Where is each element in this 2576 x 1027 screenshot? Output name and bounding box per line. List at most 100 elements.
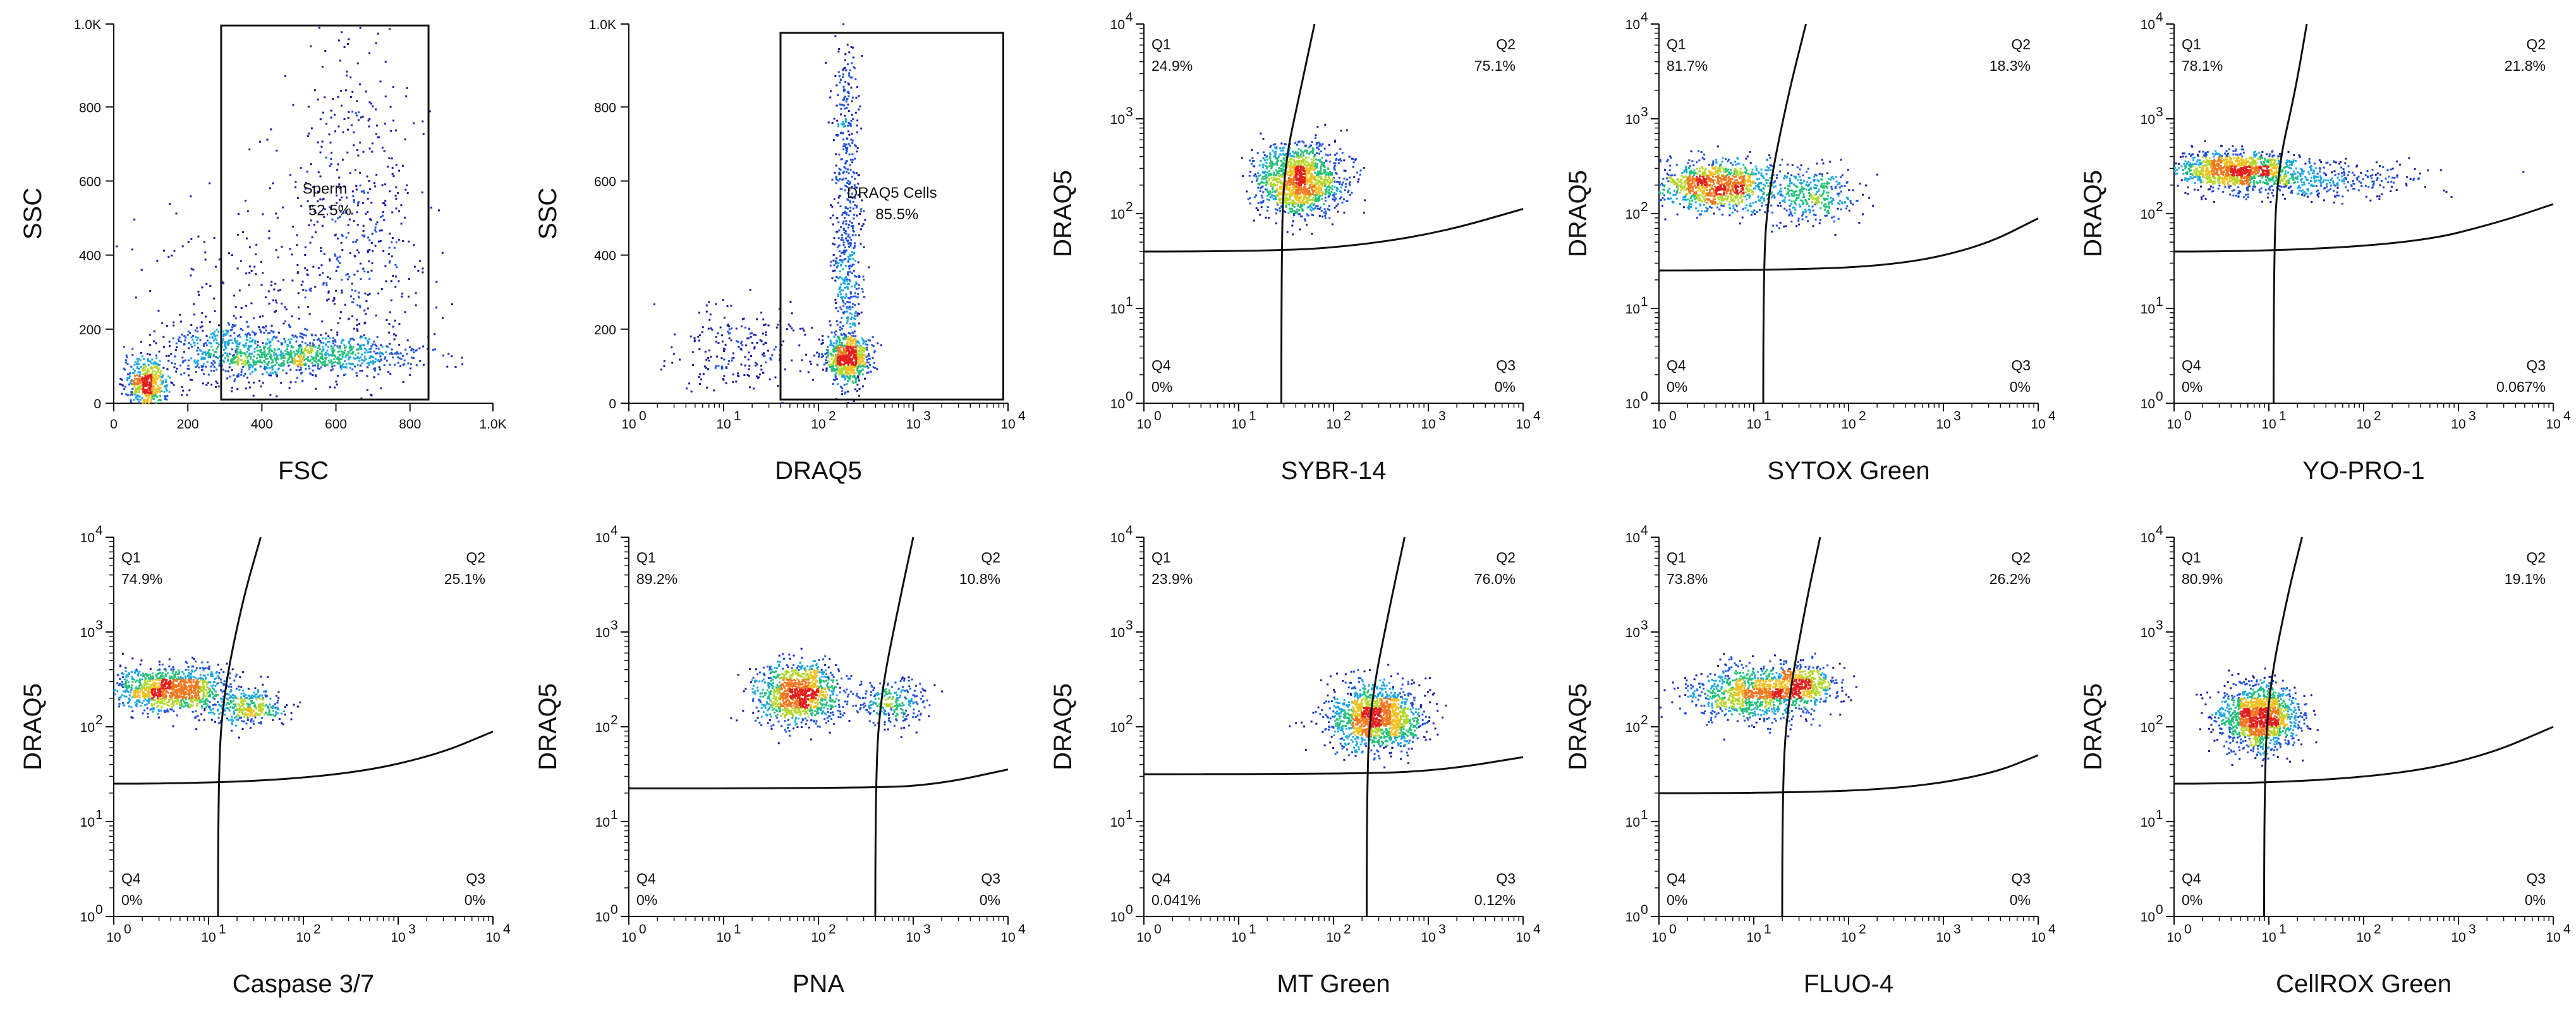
event-dot [848, 257, 850, 260]
event-dot [853, 400, 855, 403]
event-dot [295, 340, 298, 343]
event-dot [1339, 183, 1341, 185]
event-dot [300, 351, 303, 354]
event-dot [343, 46, 346, 48]
event-dot [852, 331, 854, 334]
event-dot [1332, 178, 1335, 180]
event-dot [364, 292, 367, 295]
event-dot [853, 230, 855, 233]
event-dot [374, 185, 377, 188]
event-dot [266, 353, 269, 355]
event-dot [1299, 215, 1302, 217]
event-dot [238, 289, 241, 292]
event-dot [1251, 149, 1253, 152]
event-dot [841, 104, 844, 106]
event-dot [1346, 200, 1349, 202]
event-dot [1319, 187, 1321, 190]
event-dot [1303, 142, 1305, 144]
event-dot [732, 380, 734, 383]
event-dot [851, 159, 854, 161]
event-dot [1277, 178, 1280, 181]
event-dot [834, 359, 836, 362]
event-dot [165, 381, 167, 384]
event-dot [341, 289, 343, 292]
event-dot [269, 372, 272, 374]
event-dot [1309, 164, 1311, 167]
event-dot [342, 363, 344, 365]
event-dot [320, 145, 323, 148]
event-dot [848, 143, 850, 145]
event-dot [861, 54, 863, 57]
event-dot [848, 332, 850, 334]
event-dot [836, 119, 839, 122]
event-dot [310, 333, 313, 336]
event-dot [1317, 199, 1320, 202]
event-dot [271, 368, 274, 371]
event-dot [1339, 158, 1342, 161]
event-dot [874, 367, 877, 369]
event-dot [859, 365, 861, 368]
event-dot [289, 174, 291, 176]
event-dot [441, 252, 444, 254]
event-dot [294, 355, 296, 357]
event-dot [245, 333, 247, 336]
event-dot [202, 363, 205, 365]
event-dot [775, 326, 778, 329]
event-dot [270, 324, 273, 327]
event-dot [1335, 173, 1338, 175]
event-dot [1272, 183, 1275, 186]
event-dot [841, 367, 844, 370]
event-dot [1270, 176, 1273, 179]
event-dot [332, 342, 335, 344]
event-dot [272, 365, 274, 367]
event-dot [330, 345, 332, 348]
event-dot [1257, 172, 1260, 174]
event-dot [167, 375, 169, 378]
event-dot [1348, 155, 1351, 158]
event-dot [1340, 130, 1342, 132]
event-dot [1251, 160, 1254, 162]
event-dot [231, 329, 233, 331]
event-dot [375, 133, 377, 135]
event-dot [1339, 190, 1341, 193]
event-dot [245, 237, 248, 240]
event-dot [356, 114, 358, 117]
event-dot [356, 328, 358, 331]
event-dot [724, 348, 726, 351]
event-dot [317, 200, 319, 202]
event-dot [270, 284, 272, 286]
event-dot [844, 206, 847, 209]
event-dot [211, 336, 214, 338]
event-dot [849, 270, 851, 273]
event-dot [770, 358, 772, 361]
event-dot [725, 382, 727, 384]
event-dot [1290, 155, 1292, 157]
event-dot [858, 287, 860, 289]
y-tick-label: 10 [1110, 112, 1125, 127]
event-dot [165, 355, 167, 357]
event-dot [133, 218, 136, 221]
event-dot [1318, 215, 1321, 217]
event-dot [268, 230, 270, 233]
event-dot [289, 361, 291, 363]
event-dot [839, 293, 842, 296]
event-dot [293, 350, 295, 353]
event-dot [249, 334, 252, 336]
event-dot [150, 367, 153, 370]
event-dot [854, 346, 857, 349]
event-dot [345, 274, 348, 276]
event-dot [178, 336, 181, 339]
event-dot [862, 339, 865, 342]
event-dot [145, 377, 148, 380]
event-dot [1270, 167, 1273, 169]
x-tick-label: 10 [621, 417, 636, 432]
event-dot [1325, 193, 1327, 195]
event-dot [336, 331, 339, 334]
event-dot [1304, 164, 1307, 166]
event-dot [1294, 193, 1296, 196]
event-dot [298, 346, 301, 349]
event-dot [149, 367, 152, 370]
event-dot [1313, 177, 1316, 179]
density-dots [1241, 123, 1366, 236]
event-dot [1290, 192, 1292, 195]
